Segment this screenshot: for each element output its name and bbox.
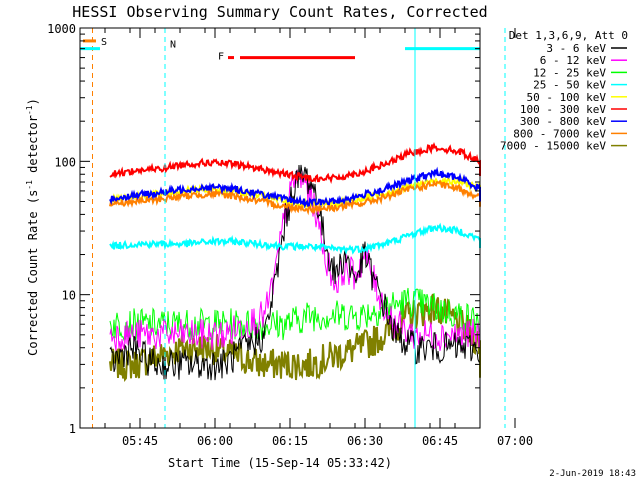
y-tick-label: 1 xyxy=(69,422,76,436)
x-axis-label: Start Time (15-Sep-14 05:33:42) xyxy=(168,456,392,470)
legend-label: 100 - 300 keV xyxy=(520,103,606,116)
y-axis-label: Corrected Count Rate (s-1 detector-1) xyxy=(25,98,40,356)
legend-label: 800 - 7000 keV xyxy=(513,127,606,140)
y-tick-label: 10 xyxy=(62,289,76,303)
plot-area: S N F xyxy=(79,28,506,428)
y-tick-label: 1000 xyxy=(47,22,76,36)
legend-label: 25 - 50 keV xyxy=(533,79,606,92)
x-tick-label: 06:00 xyxy=(197,434,233,448)
legend-label: 12 - 25 keV xyxy=(533,66,606,79)
legend-label: 3 - 6 keV xyxy=(546,42,606,55)
flag-n-label: N xyxy=(170,40,176,51)
flag-f-label: F xyxy=(218,52,224,63)
legend-label: 300 - 800 keV xyxy=(520,115,606,128)
x-tick-label: 06:45 xyxy=(422,434,458,448)
legend-label: 50 - 100 keV xyxy=(527,91,607,104)
series-line-2 xyxy=(109,287,481,341)
series-line-6 xyxy=(109,166,481,209)
axes: 1 10 100 1000 05:45 06:00 06:15 06:30 06:45 07:00 xyxy=(47,22,533,448)
x-tick-label: 06:30 xyxy=(347,434,383,448)
flag-s-label: S xyxy=(101,37,107,48)
legend-label: 6 - 12 keV xyxy=(540,54,607,67)
y-tick-label: 100 xyxy=(54,155,76,169)
x-tick-label: 06:15 xyxy=(272,434,308,448)
x-tick-label: 07:00 xyxy=(497,434,533,448)
series-line-5 xyxy=(109,142,481,184)
series-line-3 xyxy=(109,222,481,255)
legend-label: 7000 - 15000 keV xyxy=(500,140,606,153)
series-line-8 xyxy=(109,293,481,383)
x-tick-label: 05:45 xyxy=(122,434,158,448)
y-axis-label-middle: detector xyxy=(26,115,40,180)
legend-title: Det 1,3,6,9, Att 0 xyxy=(509,29,628,42)
y-axis-label-sup-2: -1 xyxy=(25,105,34,115)
y-axis-label-sup-1: -1 xyxy=(25,180,34,190)
y-axis-label-end: ) xyxy=(26,98,40,105)
chart-title: HESSI Observing Summary Count Rates, Cor… xyxy=(72,3,487,21)
footer-date: 2-Jun-2019 18:43 xyxy=(549,469,636,479)
